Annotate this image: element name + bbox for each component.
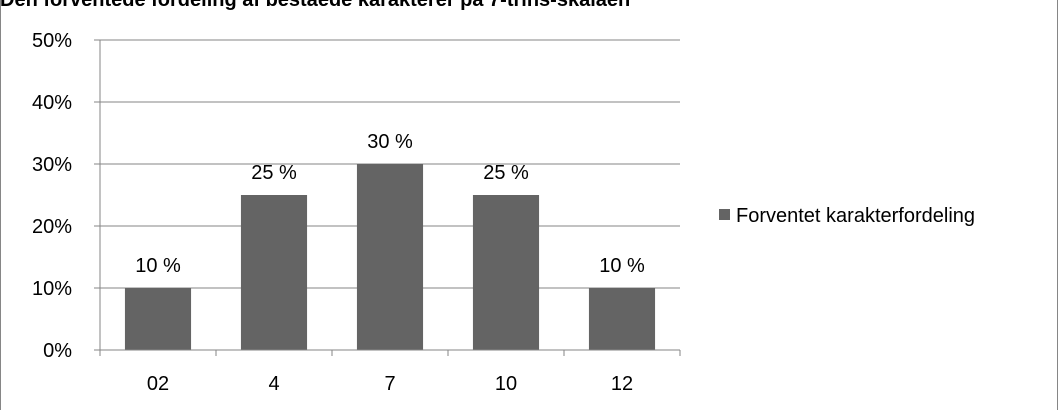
x-tick-label: 4 xyxy=(268,373,279,395)
legend: Forventet karakterfordeling xyxy=(719,205,975,227)
bar xyxy=(240,195,308,350)
legend-label: Forventet karakterfordeling xyxy=(736,205,975,227)
x-tick-label: 7 xyxy=(384,373,395,395)
axes xyxy=(99,40,681,356)
bar xyxy=(124,288,192,350)
bars xyxy=(124,164,656,350)
bar xyxy=(588,288,656,350)
y-tick-label: 30% xyxy=(32,154,72,176)
y-tick-label: 10% xyxy=(32,278,72,300)
legend-swatch xyxy=(719,209,730,220)
y-tick-label: 20% xyxy=(32,216,72,238)
y-tick-label: 40% xyxy=(32,92,72,114)
bar xyxy=(472,195,540,350)
data-labels: 10 % 25 % 30 % 25 % 10 % xyxy=(135,131,645,277)
chart-title: Den forventede fordeling af beståede kar… xyxy=(0,0,630,11)
data-label: 30 % xyxy=(367,131,413,153)
data-label: 25 % xyxy=(251,162,297,184)
data-label: 10 % xyxy=(599,255,645,277)
data-label: 10 % xyxy=(135,255,181,277)
y-axis-tick-labels: 0% 10% 20% 30% 40% 50% xyxy=(32,30,72,362)
bar xyxy=(356,164,424,350)
x-axis-tick-labels: 02 4 7 10 12 xyxy=(147,373,633,395)
x-tick-label: 10 xyxy=(495,373,517,395)
x-tick-label: 02 xyxy=(147,373,169,395)
y-tick-label: 0% xyxy=(43,340,72,362)
y-tick-label: 50% xyxy=(32,30,72,52)
x-tick-label: 12 xyxy=(611,373,633,395)
data-label: 25 % xyxy=(483,162,529,184)
